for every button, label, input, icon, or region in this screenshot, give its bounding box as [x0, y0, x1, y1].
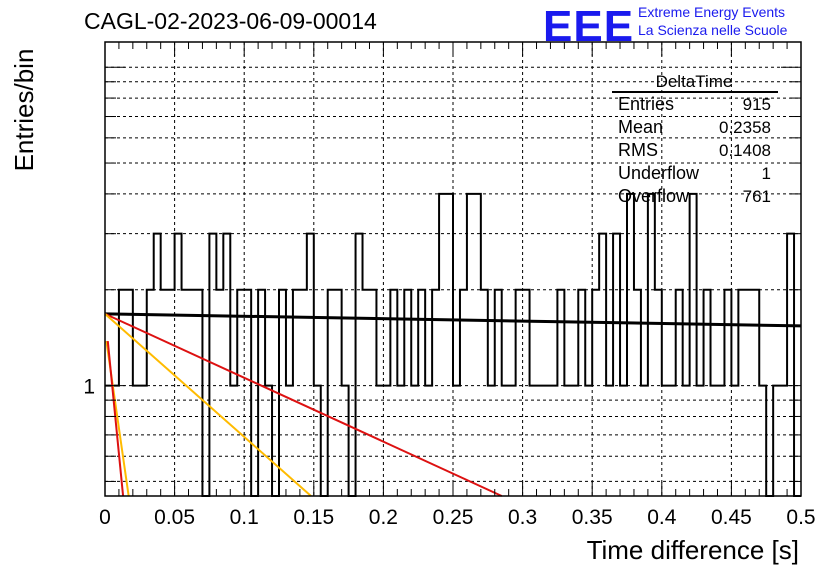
- x-tick-label: 0.25: [433, 506, 474, 529]
- x-tick-labels: 0 0.05 0.1 0.15 0.2 0.25 0.3 0.35 0.4 0.45 0.5: [99, 506, 815, 529]
- x-tick-label: 0: [99, 506, 111, 529]
- x-tick-label: 0.15: [293, 506, 334, 529]
- x-tick-label: 0.35: [572, 506, 613, 529]
- x-axis-label: Time difference [s]: [587, 535, 799, 565]
- eee-logo: EEE: [543, 2, 635, 51]
- stats-row-value: 0.2358: [719, 118, 771, 137]
- x-tick-label: 0.5: [786, 506, 815, 529]
- logo-line-1: Extreme Energy Events: [638, 4, 786, 20]
- stats-box-title: DeltaTime: [656, 72, 733, 91]
- x-tick-label: 0.3: [508, 506, 537, 529]
- fit-lines: [104, 312, 802, 497]
- y-axis-label: Entries/bin: [9, 49, 39, 172]
- x-tick-label: 0.4: [647, 506, 677, 529]
- run-title: CAGL-02-2023-06-09-00014: [84, 8, 377, 34]
- stats-row-value: 0.1408: [719, 141, 771, 160]
- stats-row-label: Entries: [618, 94, 674, 114]
- fit-line: [104, 313, 312, 497]
- histogram-step-line: [105, 192, 801, 497]
- fit-line: [104, 312, 503, 497]
- stats-row-value: 915: [743, 95, 771, 114]
- stats-row-value: 1: [762, 164, 771, 183]
- x-tick-label: 0.45: [711, 506, 752, 529]
- stats-row-label: Mean: [618, 117, 663, 137]
- fit-line: [106, 340, 125, 497]
- x-tick-label: 0.05: [154, 506, 195, 529]
- y-tick-label: 1: [83, 376, 95, 399]
- stats-row-label: Overflow: [618, 186, 690, 206]
- x-tick-label: 0.2: [369, 506, 398, 529]
- x-tick-label: 0.1: [230, 506, 259, 529]
- histogram-steps: [105, 192, 801, 497]
- stats-box: DeltaTime Entries 915 Mean 0.2358 RMS 0.1408 U…: [612, 72, 778, 206]
- stats-row-label: Underflow: [618, 163, 700, 183]
- axis-ticks: [104, 42, 802, 496]
- fit-line: [104, 312, 802, 328]
- logo-line-2: La Scienza nelle Scuole: [638, 22, 788, 38]
- stats-row-label: RMS: [618, 140, 658, 160]
- y-tick-labels: 1: [83, 376, 95, 399]
- stats-row-value: 761: [743, 187, 771, 206]
